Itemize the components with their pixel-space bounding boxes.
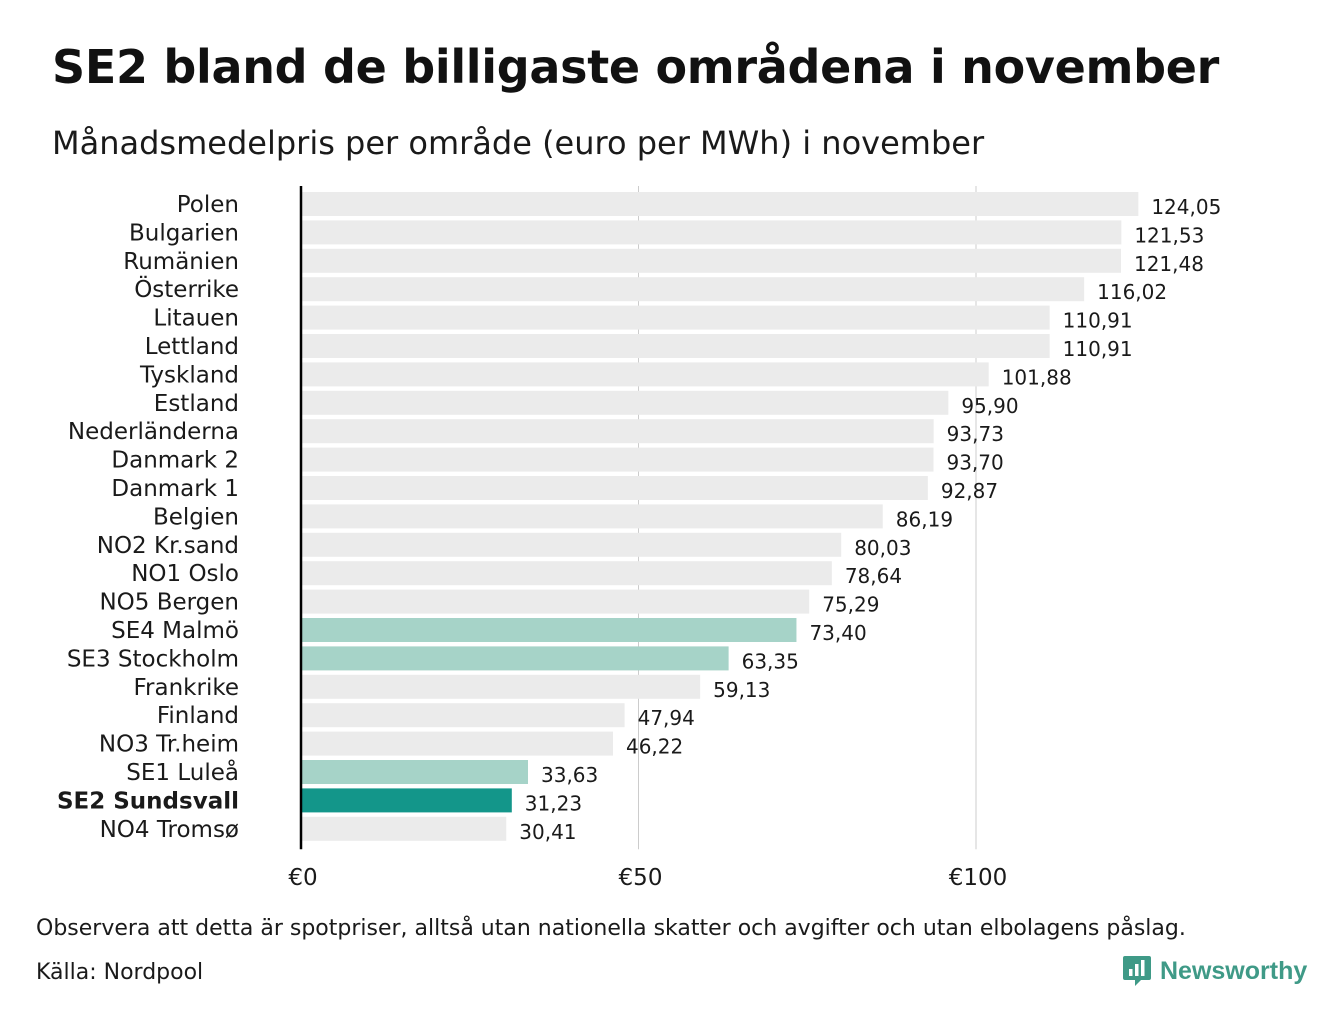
brand-name: Newsworthy <box>1160 956 1308 985</box>
bar <box>301 561 832 586</box>
value-label: 121,48 <box>1134 252 1204 276</box>
footnote: Observera att detta är spotpriser, allts… <box>36 916 1186 941</box>
bar <box>301 760 529 784</box>
value-label: 95,90 <box>961 394 1018 418</box>
category-label: Belgien <box>153 504 239 530</box>
category-label: NO3 Tr.heim <box>99 732 239 758</box>
chart-title: SE2 bland de billigaste områdena i novem… <box>52 40 1220 94</box>
value-label: 73,40 <box>809 621 866 645</box>
category-label: Lettland <box>145 334 239 360</box>
category-label: NO5 Bergen <box>99 590 239 616</box>
bar <box>301 419 934 444</box>
value-label: 110,91 <box>1063 337 1133 361</box>
value-label: 59,13 <box>713 678 770 702</box>
x-tick-label: €100 <box>949 865 1008 891</box>
category-label: Tyskland <box>139 362 239 388</box>
bar <box>301 674 701 699</box>
category-label: Estland <box>154 391 239 417</box>
category-label: Danmark 1 <box>111 476 239 502</box>
bar <box>301 192 1139 216</box>
category-label: NO4 Tromsø <box>100 817 239 843</box>
bar <box>301 447 934 472</box>
category-label: Österrike <box>134 275 239 303</box>
value-label: 92,87 <box>941 479 998 503</box>
category-label: NO1 Oslo <box>131 561 239 587</box>
bar <box>301 589 810 614</box>
bar-chart-logo-icon <box>1123 956 1151 986</box>
bar <box>301 816 507 841</box>
value-label: 93,73 <box>947 422 1004 446</box>
value-label: 110,91 <box>1063 309 1133 333</box>
value-label: 63,35 <box>742 649 799 673</box>
category-label: Nederländerna <box>68 419 239 445</box>
bar <box>301 731 613 756</box>
value-label: 47,94 <box>638 706 695 730</box>
bar <box>301 532 842 557</box>
category-label: Polen <box>177 192 239 218</box>
category-label: Bulgarien <box>129 220 239 246</box>
value-label: 46,22 <box>626 735 683 759</box>
bar <box>301 504 883 529</box>
category-label: Danmark 2 <box>111 448 239 474</box>
bar <box>301 618 797 642</box>
bar <box>301 220 1122 245</box>
category-label: SE2 Sundsvall <box>57 788 239 814</box>
x-tick-label: €50 <box>619 865 663 891</box>
category-label: NO2 Kr.sand <box>97 533 239 559</box>
category-label: Frankrike <box>134 675 240 701</box>
bar <box>301 305 1050 330</box>
category-label: SE4 Malmö <box>111 618 239 644</box>
value-label: 75,29 <box>822 593 879 617</box>
value-label: 80,03 <box>854 536 911 560</box>
value-label: 86,19 <box>896 507 953 531</box>
value-label: 33,63 <box>541 763 598 787</box>
bar <box>301 646 729 671</box>
bar <box>301 788 512 813</box>
category-label: Finland <box>157 703 239 729</box>
category-label: SE1 Luleå <box>126 758 239 786</box>
category-label: SE3 Stockholm <box>67 646 239 672</box>
value-label: 93,70 <box>946 451 1003 475</box>
category-label: Litauen <box>153 306 239 332</box>
value-label: 101,88 <box>1002 365 1072 389</box>
value-label: 30,41 <box>519 820 576 844</box>
x-tick-label: €0 <box>288 865 317 891</box>
bar <box>301 390 949 415</box>
source-note: Källa: Nordpool <box>36 960 204 985</box>
value-label: 124,05 <box>1151 195 1221 219</box>
bar <box>301 248 1121 273</box>
value-labels: 124,05 121,53 121,48 116,02 110,91 110,91 101,… <box>519 195 1221 844</box>
bar <box>301 362 989 387</box>
chart-subtitle: Månadsmedelpris per område (euro per MWh… <box>52 124 985 162</box>
category-label: Rumänien <box>123 249 239 275</box>
bar <box>301 334 1050 358</box>
value-label: 78,64 <box>845 564 902 588</box>
bar <box>301 277 1085 302</box>
bars <box>301 192 1139 841</box>
newsworthy-logo[interactable]: Newsworthy <box>1122 954 1307 988</box>
value-label: 121,53 <box>1134 223 1204 247</box>
value-label: 116,02 <box>1097 280 1167 304</box>
bar <box>301 703 625 728</box>
bar <box>301 476 928 500</box>
x-axis-ticks: €0 €50 €100 <box>288 865 1007 891</box>
value-label: 31,23 <box>525 791 582 815</box>
